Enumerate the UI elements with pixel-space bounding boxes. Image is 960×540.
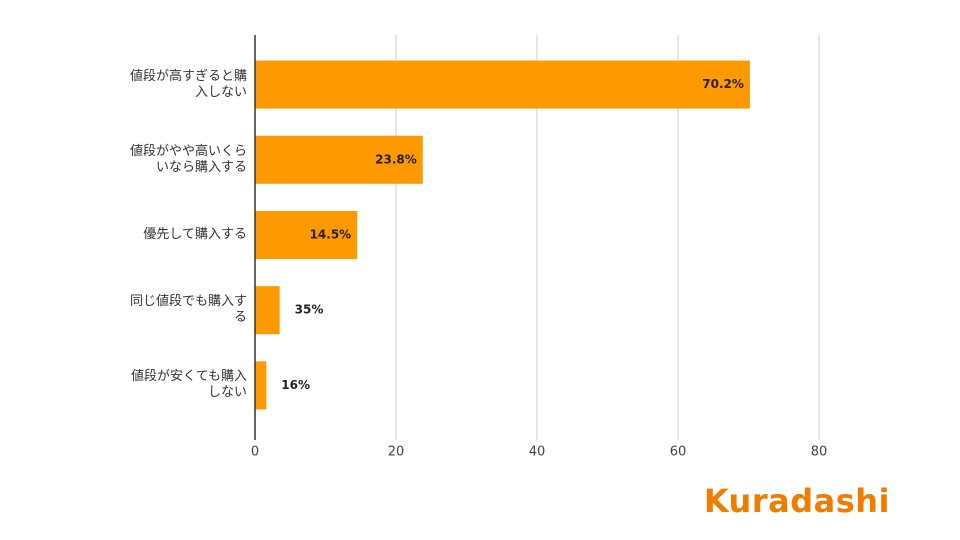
y-tick-label: 値段が安くても購入 しない bbox=[131, 369, 247, 401]
bar bbox=[255, 211, 358, 259]
x-tick-label: 20 bbox=[388, 445, 405, 460]
bar bbox=[255, 135, 423, 184]
y-tick-label: 同じ値段でも購入す る bbox=[129, 294, 247, 326]
bar bbox=[255, 60, 750, 109]
bar bbox=[255, 361, 267, 410]
x-tick-label: 0 bbox=[251, 445, 259, 460]
x-tick-label: 60 bbox=[670, 445, 687, 460]
x-tick-label: 80 bbox=[811, 445, 828, 460]
y-tick-label: 値段が高すぎると購 入しない bbox=[129, 68, 247, 100]
bar bbox=[255, 286, 280, 335]
data-label: 16% bbox=[281, 378, 310, 392]
y-tick-label: 値段がやや高いくら いなら購入する bbox=[129, 143, 247, 175]
data-label: 35% bbox=[295, 303, 324, 317]
x-tick-label: 40 bbox=[529, 445, 546, 460]
data-label: 14.5% bbox=[310, 228, 352, 242]
data-label: 23.8% bbox=[375, 152, 417, 166]
data-label: 70.2% bbox=[702, 77, 744, 91]
logo: Kuradashi bbox=[703, 482, 890, 520]
y-tick-label: 優先して購入する bbox=[143, 227, 247, 242]
